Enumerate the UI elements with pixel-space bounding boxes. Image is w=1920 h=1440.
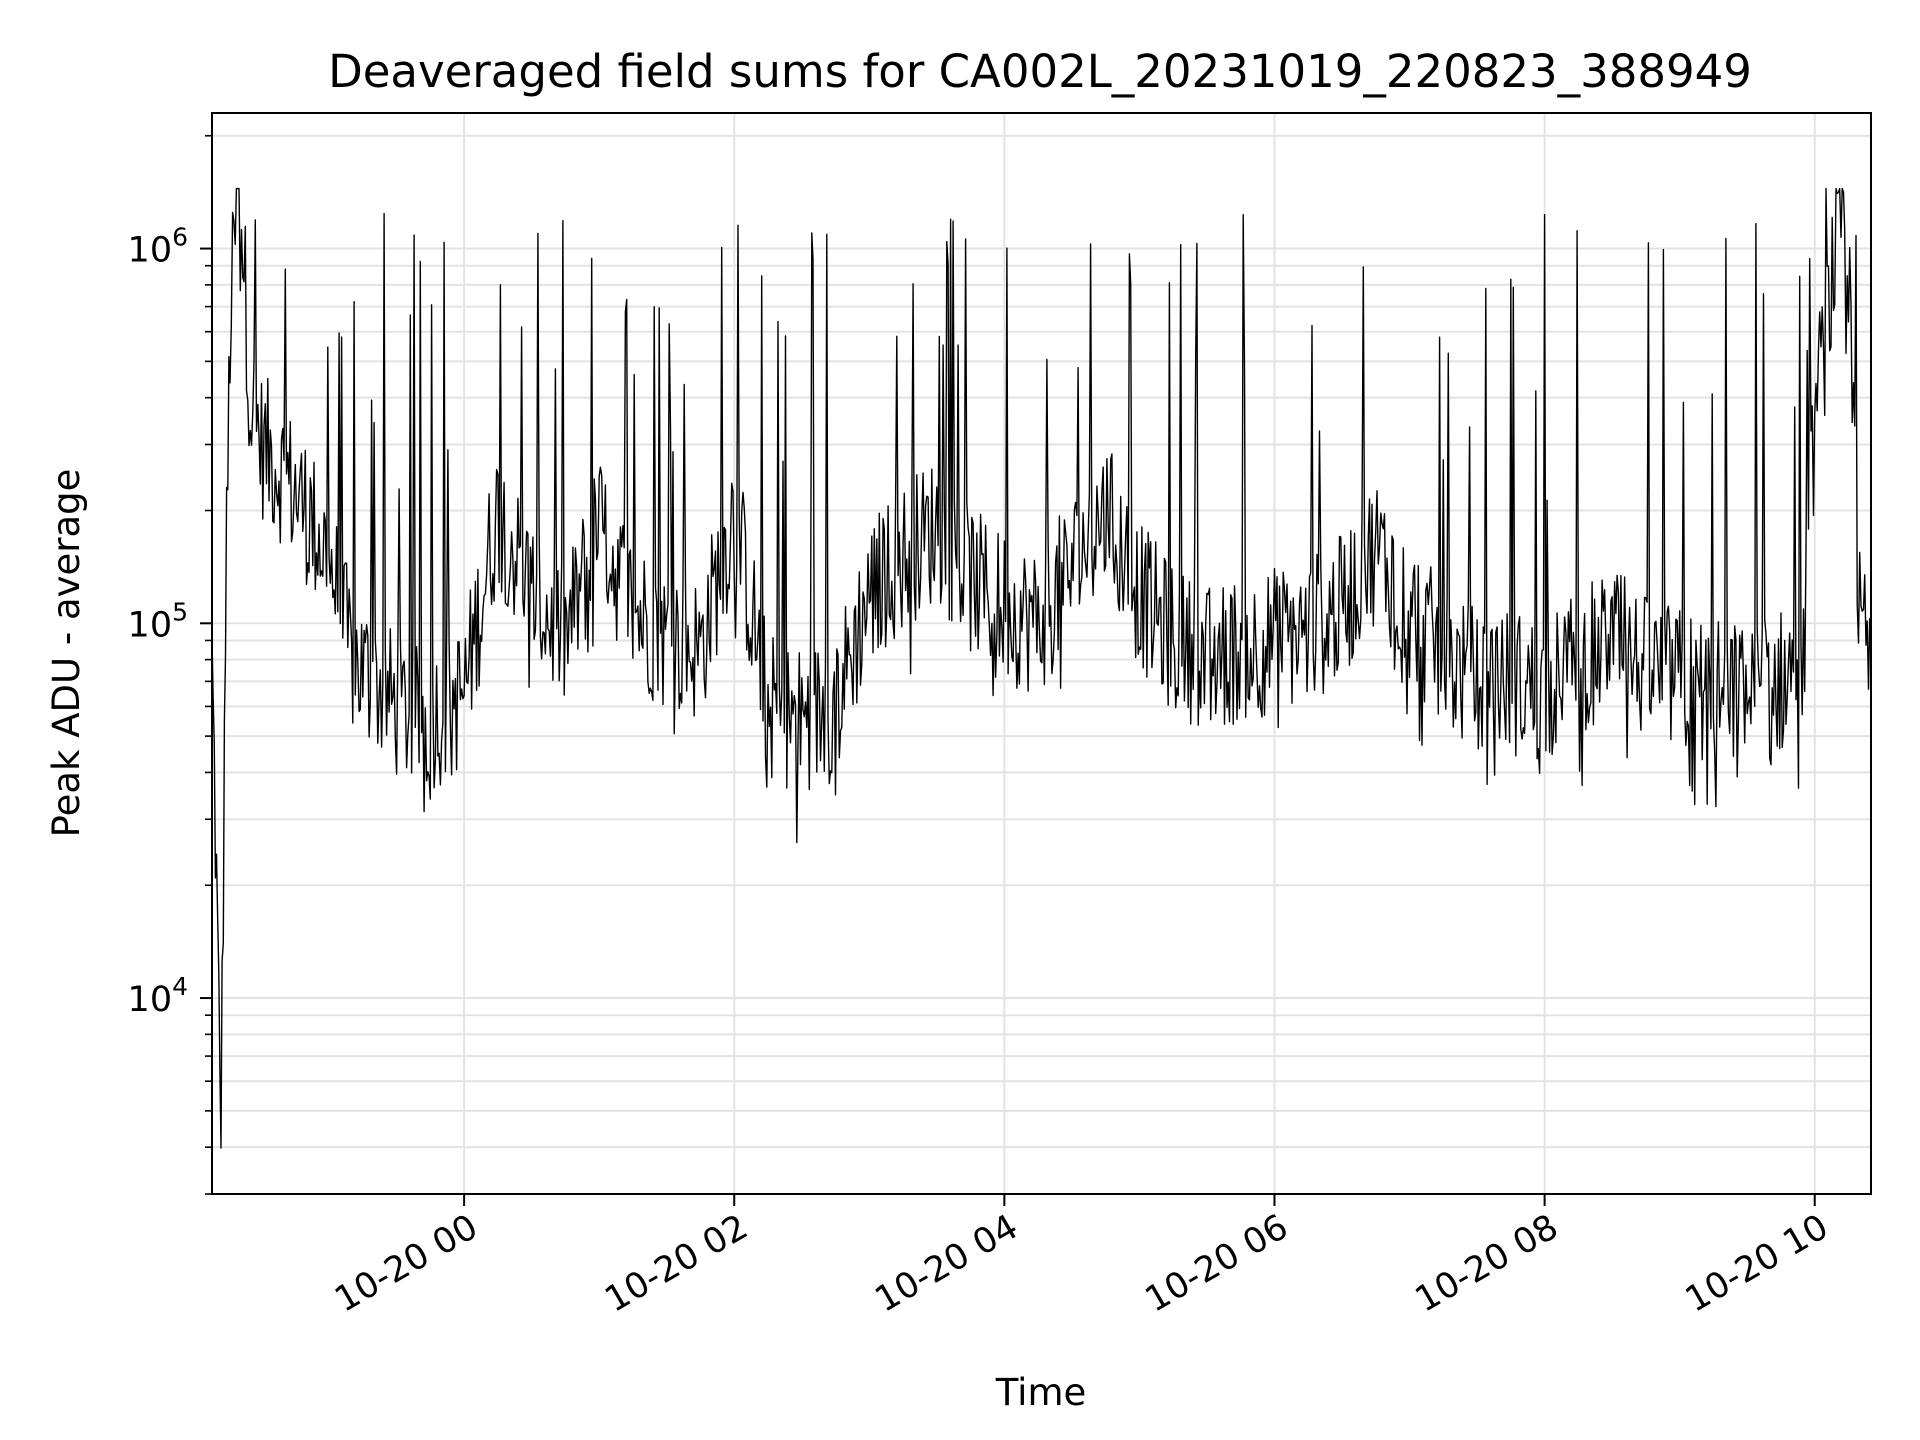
y-tick-label: 106: [128, 223, 188, 271]
y-tick-label: 104: [128, 972, 188, 1020]
y-tick-label: 105: [128, 597, 188, 645]
chart-title: Deaveraged field sums for CA002L_2023101…: [328, 45, 1752, 98]
x-axis-label: Time: [995, 1371, 1087, 1414]
series-line: [211, 187, 1872, 1149]
y-axis-label: Peak ADU - average: [45, 469, 88, 838]
plot-frame: [211, 112, 1872, 1195]
y-axis: 104 105 106: [128, 134, 212, 1195]
series-group: [211, 187, 1872, 1149]
